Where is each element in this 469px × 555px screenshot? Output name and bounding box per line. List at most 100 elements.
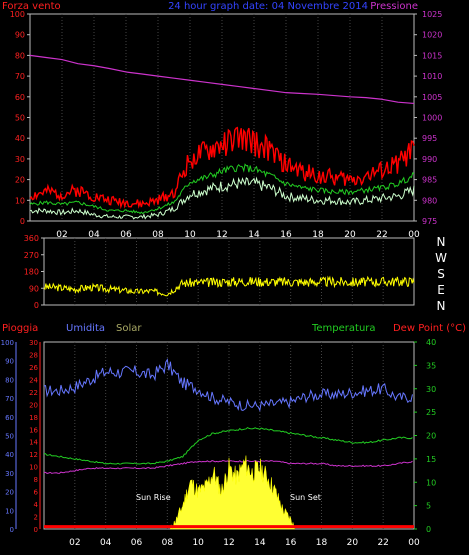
pressure-tick-label: 985 bbox=[422, 176, 437, 185]
pressure-axis-title: Pressione bbox=[370, 1, 418, 12]
compass-letter: S bbox=[437, 267, 445, 281]
temp-tick-label: 10 bbox=[426, 478, 436, 487]
time-tick-label-bottom: 18 bbox=[316, 538, 328, 548]
pressure-tick-label: 990 bbox=[422, 155, 437, 164]
rain-tick-label: 50 bbox=[5, 433, 14, 441]
time-tick-label-top: 00 bbox=[408, 230, 420, 240]
humidity-tick-label: 2 bbox=[34, 514, 38, 522]
humidity-tick-label: 6 bbox=[34, 489, 39, 497]
wind-axis-title: Forza vento bbox=[2, 1, 61, 12]
rain-tick-label: 70 bbox=[5, 395, 14, 403]
time-tick-label-top: 12 bbox=[216, 230, 227, 240]
time-tick-label-top: 18 bbox=[312, 230, 324, 240]
direction-tick-label: 90 bbox=[29, 284, 39, 293]
pressure-tick-label: 975 bbox=[422, 217, 437, 226]
time-tick-label-top: 16 bbox=[280, 230, 292, 240]
wind-tick-label: 20 bbox=[15, 176, 25, 185]
rain-tick-label: 10 bbox=[5, 507, 14, 515]
pressure-tick-label: 1000 bbox=[422, 114, 442, 123]
temperature-line bbox=[43, 426, 413, 465]
time-tick-label-top: 04 bbox=[88, 230, 100, 240]
dewpoint-label: Dew Point (°C) bbox=[393, 323, 466, 334]
time-tick-label-top: 20 bbox=[344, 230, 356, 240]
humidity-line bbox=[43, 358, 413, 412]
direction-tick-label: 360 bbox=[24, 234, 39, 243]
rain-tick-label: 60 bbox=[5, 414, 14, 422]
rain-label: Pioggia bbox=[2, 323, 38, 334]
wind-avg-line bbox=[29, 163, 415, 215]
wind-tick-label: 50 bbox=[15, 114, 25, 123]
humidity-tick-label: 0 bbox=[34, 526, 38, 534]
compass-letter: N bbox=[437, 299, 446, 313]
humidity-tick-label: 18 bbox=[29, 414, 38, 422]
rain-tick-label: 0 bbox=[10, 526, 14, 534]
time-tick-label-top: 08 bbox=[152, 230, 164, 240]
time-tick-label-bottom: 06 bbox=[131, 538, 143, 548]
humidity-tick-label: 26 bbox=[29, 364, 38, 372]
rain-tick-label: 90 bbox=[5, 358, 14, 366]
wind-tick-label: 60 bbox=[15, 93, 25, 102]
wind-tick-label: 30 bbox=[15, 155, 25, 164]
pressure-tick-label: 1025 bbox=[422, 10, 442, 19]
pressure-tick-label: 1020 bbox=[422, 31, 442, 40]
wind-direction-line bbox=[43, 275, 415, 297]
time-tick-label-bottom: 00 bbox=[408, 538, 420, 548]
direction-tick-label: 180 bbox=[24, 268, 39, 277]
temp-tick-label: 0 bbox=[426, 525, 431, 534]
compass-letter: N bbox=[437, 235, 446, 249]
time-tick-label-bottom: 14 bbox=[254, 538, 266, 548]
rain-tick-label: 30 bbox=[5, 470, 14, 478]
humidity-tick-label: 4 bbox=[34, 501, 39, 509]
rain-tick-label: 20 bbox=[5, 489, 14, 497]
solar-area bbox=[170, 455, 296, 530]
time-tick-label-bottom: 02 bbox=[69, 538, 80, 548]
time-tick-label-top: 06 bbox=[120, 230, 132, 240]
pressure-line bbox=[29, 54, 415, 105]
time-tick-label-bottom: 04 bbox=[100, 538, 112, 548]
wind-tick-label: 100 bbox=[10, 10, 25, 19]
humidity-tick-label: 28 bbox=[29, 351, 38, 359]
pressure-tick-label: 1015 bbox=[422, 51, 442, 60]
humidity-tick-label: 20 bbox=[29, 401, 38, 409]
time-tick-label-bottom: 20 bbox=[347, 538, 359, 548]
direction-tick-label: 0 bbox=[34, 301, 39, 310]
wind-tick-label: 70 bbox=[15, 72, 25, 81]
wind-tick-label: 90 bbox=[15, 31, 25, 40]
rain-tick-label: 80 bbox=[5, 376, 14, 384]
humidity-tick-label: 30 bbox=[29, 339, 38, 347]
time-tick-label-top: 22 bbox=[376, 230, 387, 240]
humidity-tick-label: 24 bbox=[29, 376, 38, 384]
temp-tick-label: 40 bbox=[426, 338, 436, 347]
temp-tick-label: 30 bbox=[426, 385, 436, 394]
gust-line bbox=[29, 126, 415, 210]
pressure-tick-label: 995 bbox=[422, 134, 437, 143]
sun-set-annotation: Sun Set bbox=[290, 493, 321, 502]
wind-tick-label: 80 bbox=[15, 51, 25, 60]
time-tick-label-top: 10 bbox=[184, 230, 196, 240]
temperature-label: Temperatura bbox=[311, 323, 376, 334]
humidity-tick-label: 8 bbox=[34, 476, 38, 484]
direction-tick-label: 270 bbox=[24, 251, 39, 260]
pressure-tick-label: 980 bbox=[422, 196, 437, 205]
humidity-tick-label: 12 bbox=[29, 451, 38, 459]
compass-letter: E bbox=[437, 283, 445, 297]
humidity-label: Umidita bbox=[66, 323, 105, 334]
temp-tick-label: 20 bbox=[426, 432, 436, 441]
time-tick-label-bottom: 08 bbox=[162, 538, 174, 548]
time-tick-label-top: 14 bbox=[248, 230, 260, 240]
pressure-tick-label: 1005 bbox=[422, 93, 442, 102]
dewpoint-line bbox=[43, 459, 413, 474]
humidity-tick-label: 22 bbox=[29, 389, 38, 397]
temp-tick-label: 5 bbox=[426, 502, 431, 511]
humidity-tick-label: 14 bbox=[29, 439, 38, 447]
sun-rise-annotation: Sun Rise bbox=[136, 493, 171, 502]
wind-min-line bbox=[29, 176, 415, 220]
solar-label: Solar bbox=[116, 323, 142, 334]
temp-tick-label: 15 bbox=[426, 455, 436, 464]
humidity-tick-label: 10 bbox=[29, 464, 38, 472]
time-tick-label-bottom: 16 bbox=[285, 538, 297, 548]
temp-tick-label: 25 bbox=[426, 408, 436, 417]
compass-letter: W bbox=[435, 251, 447, 265]
